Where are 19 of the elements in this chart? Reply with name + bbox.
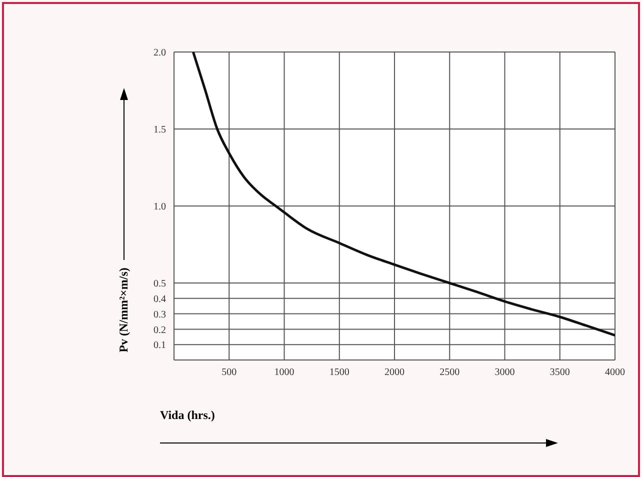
line-series xyxy=(192,52,615,337)
y-tick-label: 1.0 xyxy=(154,202,166,213)
x-tick-label: 3000 xyxy=(494,367,515,378)
x-tick-label: 4000 xyxy=(605,367,625,378)
y-tick-label: 0.3 xyxy=(154,309,166,320)
x-tick-label: 2500 xyxy=(440,367,460,378)
y-tick-label: 2.0 xyxy=(154,48,166,59)
x-tick-label: 2000 xyxy=(384,367,404,378)
y-tick-label: 0.1 xyxy=(154,340,166,352)
x-tick-label: 3500 xyxy=(550,367,570,378)
y-tick-label: 0.2 xyxy=(154,324,166,336)
x-tick-label: 1500 xyxy=(329,367,350,378)
x-tick-label: 1000 xyxy=(274,367,294,378)
x-tick-label: 500 xyxy=(222,367,237,378)
y-tick-label: 1.5 xyxy=(154,124,166,136)
y-tick-label: 0.4 xyxy=(154,294,166,305)
x-axis-title: Vida (hrs.) xyxy=(160,408,215,423)
y-tick-label: 0.5 xyxy=(154,278,166,290)
y-axis-title: Pv (N/mm²×m/s) xyxy=(116,268,132,352)
